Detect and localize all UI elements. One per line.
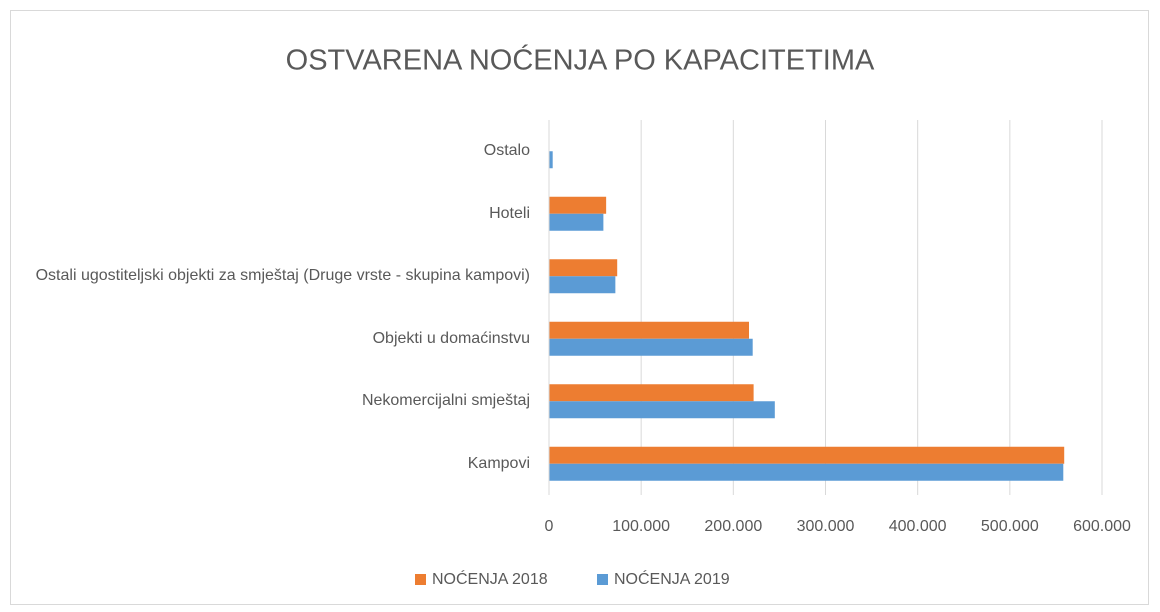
bar [549, 401, 775, 419]
y-tick-label: Ostalo [483, 142, 530, 160]
legend-label: NOĆENJA 2019 [614, 569, 730, 588]
legend-swatch [597, 574, 608, 585]
chart-frame [10, 10, 1149, 605]
chart-title: OSTVARENA NOĆENJA PO KAPACITETIMA [286, 44, 875, 77]
bar [549, 338, 753, 356]
bar [549, 321, 750, 339]
y-tick-label: Objekti u domaćinstvu [372, 329, 530, 347]
bar [549, 196, 607, 214]
bar [549, 446, 1065, 464]
y-tick-label: Kampovi [467, 454, 530, 472]
bar [549, 151, 553, 169]
legend-swatch [415, 574, 426, 585]
x-tick-label: 0 [545, 518, 554, 535]
y-tick-label: Ostali ugostiteljski objekti za smještaj… [35, 267, 530, 285]
x-tick-label: 500.000 [981, 518, 1039, 535]
bar [549, 276, 616, 294]
x-tick-label: 300.000 [797, 518, 855, 535]
bar [549, 213, 604, 231]
x-tick-label: 400.000 [889, 518, 947, 535]
bar [549, 384, 754, 402]
legend-label: NOĆENJA 2018 [432, 569, 548, 588]
x-tick-label: 100.000 [612, 518, 670, 535]
bar [549, 259, 618, 277]
bar [549, 463, 1064, 481]
x-tick-label: 200.000 [704, 518, 762, 535]
y-tick-label: Nekomercijalni smještaj [361, 392, 530, 410]
y-tick-label: Hoteli [489, 204, 530, 222]
x-tick-label: 600.000 [1073, 518, 1131, 535]
